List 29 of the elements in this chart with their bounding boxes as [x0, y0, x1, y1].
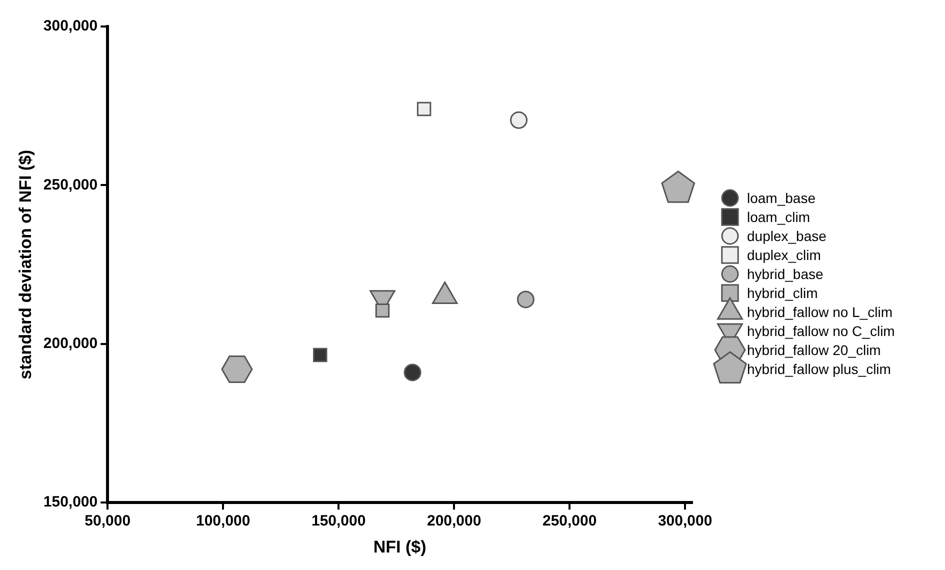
x-axis-title: NFI ($) [373, 537, 426, 556]
legend-label: hybrid_fallow no C_clim [747, 322, 895, 338]
legend-label: hybrid_fallow no L_clim [747, 304, 893, 320]
y-tick-label: 250,000 [43, 176, 98, 194]
legend-label: duplex_base [747, 228, 826, 244]
y-axis-title: standard deviation of NFI ($) [16, 150, 35, 380]
legend-label: hybrid_clim [747, 284, 818, 300]
x-tick-label: 100,000 [196, 512, 250, 530]
legend-label: hybrid_fallow plus_clim [747, 360, 891, 376]
point [416, 102, 432, 116]
y-tick-label: 200,000 [43, 335, 98, 352]
x-tick-label: 150,000 [311, 512, 366, 530]
x-tick-label: 300,000 [658, 512, 712, 530]
legend-label: hybrid_base [747, 266, 824, 282]
legend-label: hybrid_fallow 20_clim [747, 342, 881, 358]
x-tick-label: 50,000 [84, 512, 131, 530]
legend-label: loam_clim [747, 208, 810, 224]
point [510, 111, 528, 129]
x-tick-label: 200,000 [426, 512, 482, 530]
point [516, 290, 534, 308]
legend-label: loam_base [747, 190, 816, 206]
x-tick-label: 250,000 [542, 512, 597, 530]
y-tick-label: 300,000 [43, 18, 98, 35]
legend-label: duplex_clim [747, 246, 821, 262]
point [375, 303, 390, 318]
point [404, 364, 422, 382]
point [221, 356, 253, 384]
y-tick-label: 150,000 [43, 494, 98, 511]
point [313, 348, 328, 362]
